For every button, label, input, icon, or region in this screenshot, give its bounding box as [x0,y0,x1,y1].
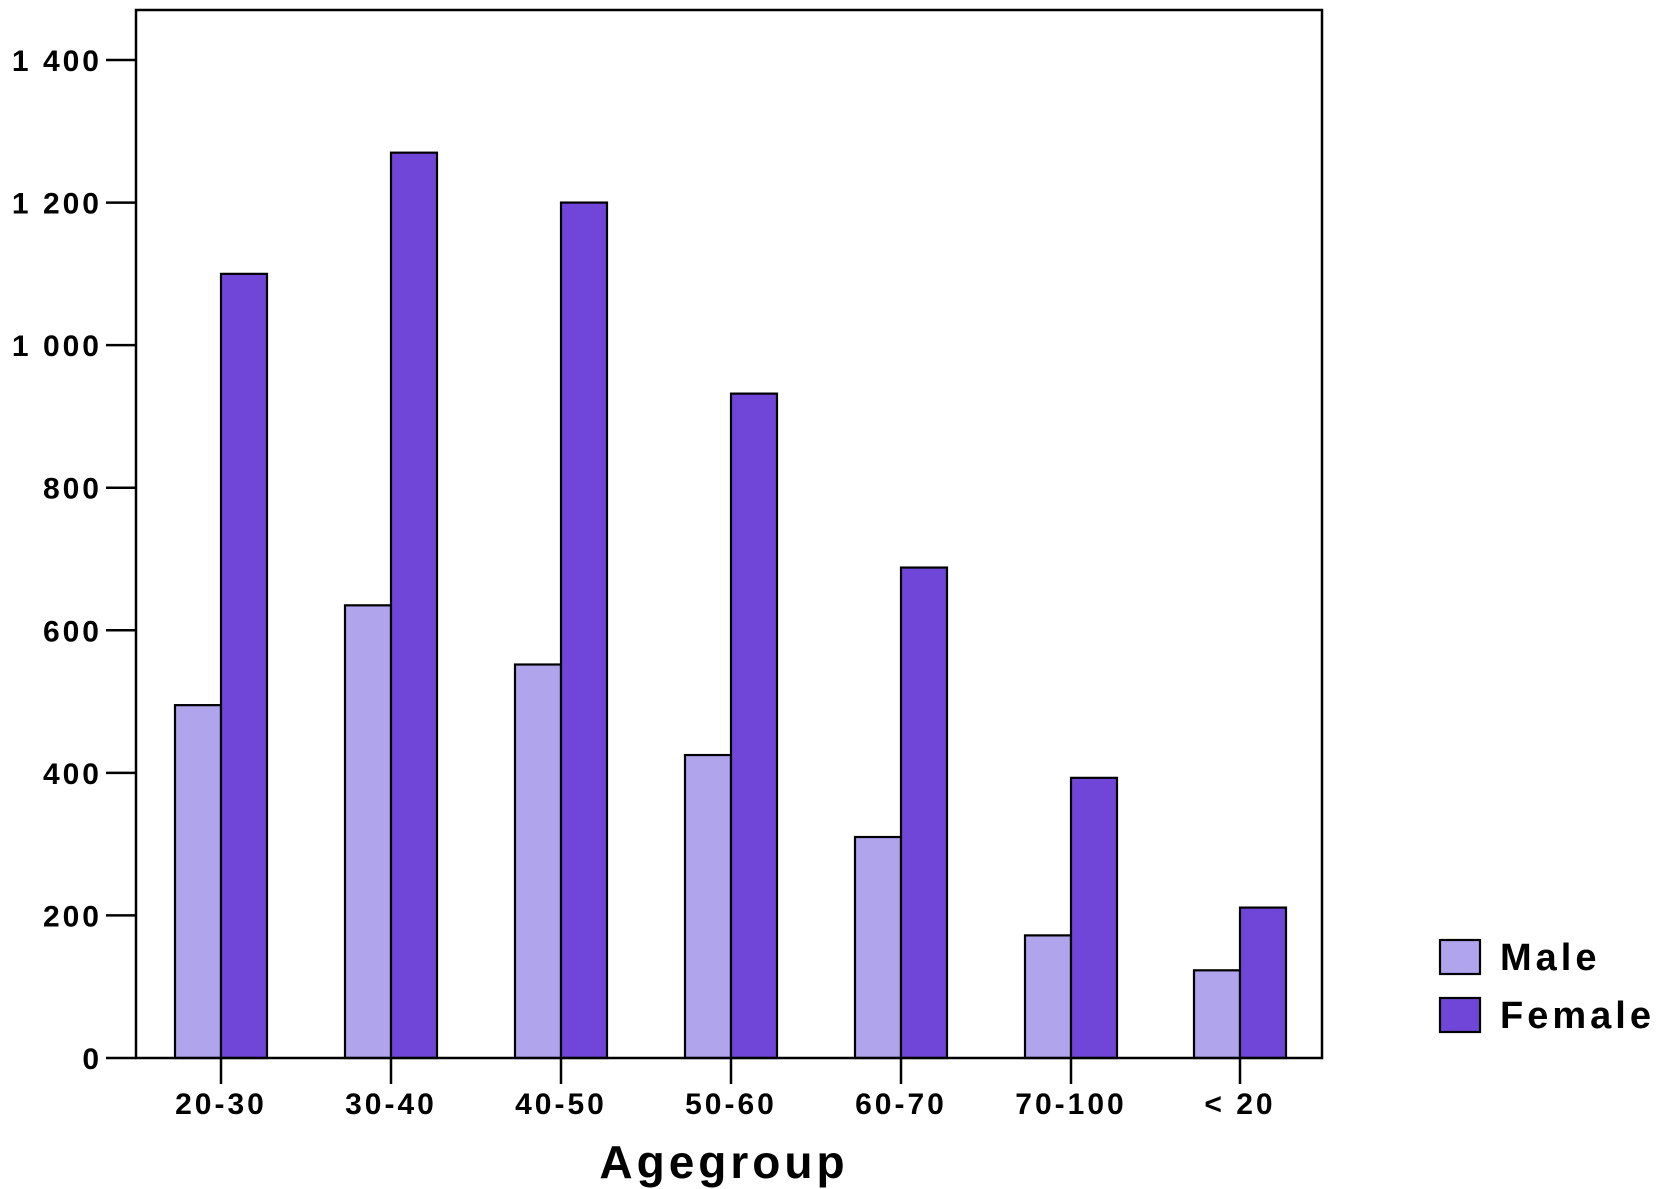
bar-female-6 [1238,906,1288,1060]
bar-male-0 [173,704,223,1060]
bar-male-2 [513,663,563,1060]
y-tick-label: 1 200 [12,188,102,221]
legend-label-male: Male [1500,937,1600,979]
plot-frame [134,8,1324,1060]
bar-female-3 [729,392,779,1060]
bar-male-1 [343,604,393,1060]
bar-male-4 [853,835,903,1060]
bar-male-3 [683,753,733,1060]
bar-female-0 [219,272,269,1060]
bar-male-5 [1023,934,1073,1060]
y-tick-label: 200 [43,900,102,933]
x-tick-label: < 20 [1204,1088,1275,1121]
legend: Male Female [1438,937,1655,1037]
bar-female-2 [559,201,609,1060]
y-tick-label: 800 [43,473,102,506]
x-axis-label: Agegroup [599,1136,848,1188]
legend-label-female: Female [1500,995,1655,1037]
bar-female-1 [389,151,439,1060]
bar-female-4 [899,566,949,1060]
bar-female-5 [1069,776,1119,1060]
x-tick-label: 30-40 [345,1088,437,1121]
x-axis: 20-30 30-40 40-50 50-60 60-70 70-100 < 20 [175,1058,1275,1121]
x-tick-label: 60-70 [855,1088,947,1121]
y-tick-label: 0 [82,1043,102,1076]
x-tick-label: 70-100 [1015,1088,1126,1121]
y-axis: 0 200 400 600 800 1 000 1 200 1 400 [12,45,136,1076]
y-tick-label: 1 000 [12,330,102,363]
legend-swatch-female [1438,996,1482,1034]
bars [173,151,1288,1060]
x-tick-label: 50-60 [685,1088,777,1121]
legend-swatch-male [1438,938,1482,976]
y-tick-label: 600 [43,615,102,648]
bar-male-6 [1192,969,1242,1060]
x-tick-label: 40-50 [515,1088,607,1121]
y-tick-label: 400 [43,758,102,791]
x-tick-label: 20-30 [175,1088,267,1121]
y-tick-label: 1 400 [12,45,102,78]
